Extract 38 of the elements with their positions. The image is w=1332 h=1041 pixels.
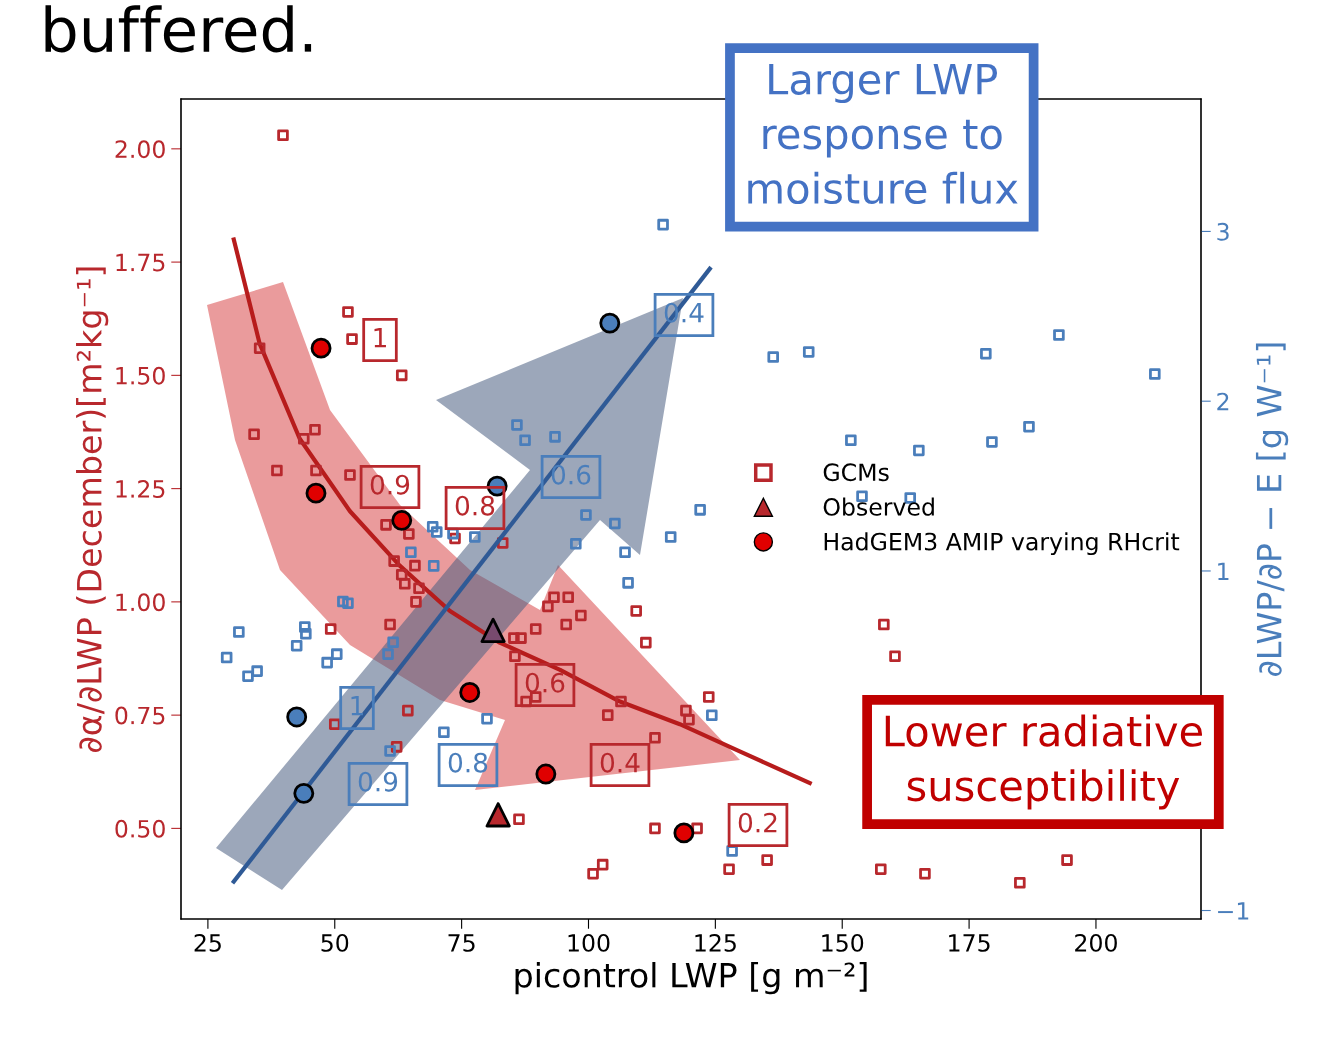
y2-tick-label: 2 — [1217, 392, 1229, 411]
annotation: 0.4 — [600, 752, 640, 773]
annotation: 0.8 — [448, 752, 488, 773]
annotation: Larger LWP response to moisture flux — [748, 63, 1018, 205]
annotation: 0.6 — [551, 464, 591, 485]
y-tick-label: 1.25 — [116, 480, 165, 498]
x-tick-label: 75 — [448, 934, 475, 952]
annotation: 0.2 — [738, 812, 777, 833]
legend-label: GCMs — [823, 463, 889, 482]
annotation: 0.8 — [455, 495, 495, 516]
y2-tick-label: 3 — [1217, 222, 1229, 241]
annotation: 1 — [351, 696, 363, 716]
text: buffered. — [45, 5, 312, 53]
x-tick-label: 100 — [568, 934, 610, 952]
x-tick-label: 150 — [822, 934, 864, 952]
y-tick-label: 1.50 — [116, 366, 165, 385]
x-tick-label: 175 — [949, 934, 990, 952]
y-tick-label: 1.75 — [116, 253, 165, 272]
annotation: 0.6 — [525, 672, 565, 693]
x-tick-label: 50 — [321, 934, 349, 952]
x-tick-label: 200 — [1075, 934, 1117, 952]
x-axis-title: picontrol LWP [g m⁻²] — [515, 961, 867, 995]
y2-tick-label: −1 — [1218, 902, 1249, 920]
y2-axis-title: ∂LWP/∂P − E [g W⁻¹] — [1255, 343, 1289, 676]
annotation: 0.9 — [370, 474, 410, 495]
y-tick-label: 0.75 — [115, 706, 165, 725]
legend-label: HadGEM3 AMIP varying RHcrit — [824, 532, 1180, 556]
annotation: 1 — [374, 328, 386, 348]
y-tick-label: 1.00 — [116, 593, 165, 612]
x-tick-label: 25 — [194, 934, 221, 952]
y-tick-label: 0.50 — [115, 819, 165, 838]
y-tick-label: 2.00 — [115, 140, 165, 159]
y-axis-title: ∂α/∂LWP (December)[m²kg⁻¹] — [76, 267, 109, 752]
annotation: 0.9 — [358, 771, 398, 792]
x-tick-label: 125 — [695, 934, 736, 952]
y2-tick-label: 1 — [1218, 562, 1229, 580]
annotation: Lower radiative susceptibility — [885, 714, 1202, 810]
legend-label: Observed — [823, 497, 934, 516]
